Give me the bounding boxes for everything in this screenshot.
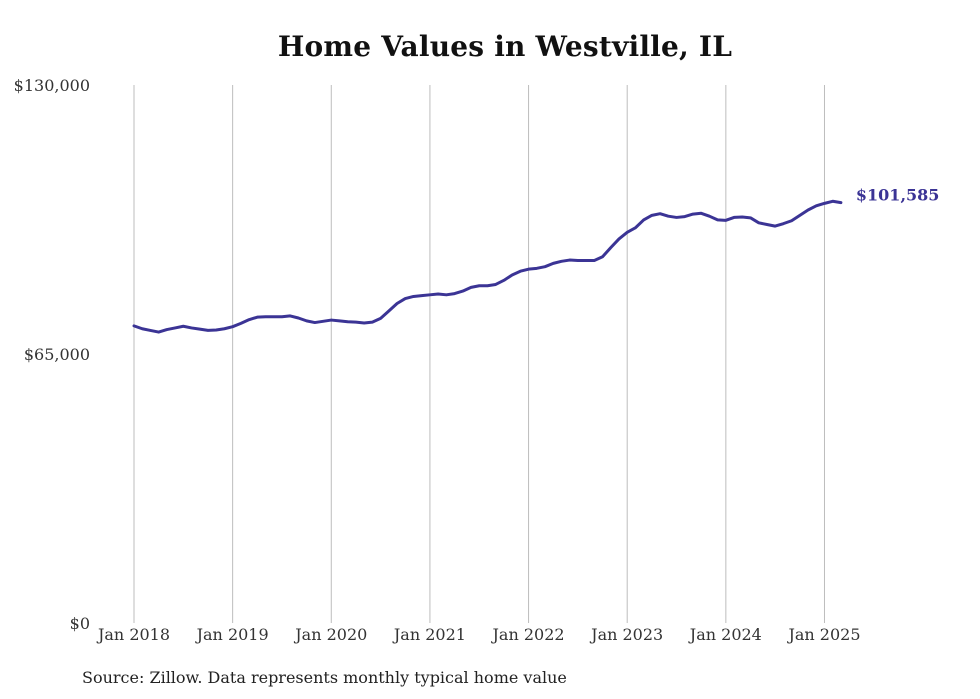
x-tick-label: Jan 2024 — [688, 625, 762, 644]
chart-title: Home Values in Westville, IL — [277, 30, 733, 63]
x-tick-label: Jan 2020 — [293, 625, 367, 644]
y-tick-label: $130,000 — [14, 76, 90, 95]
y-tick-label: $0 — [70, 614, 90, 633]
y-tick-label: $65,000 — [24, 345, 90, 364]
series-line — [132, 199, 843, 334]
x-tick-label: Jan 2023 — [589, 625, 663, 644]
y-axis: $0 $65,000 $130,000 — [14, 76, 90, 633]
x-tick-label: Jan 2021 — [392, 625, 466, 644]
series-layer: $101,585 — [132, 186, 940, 334]
x-tick-label: Jan 2022 — [491, 625, 565, 644]
x-tick-label: Jan 2018 — [96, 625, 170, 644]
end-value-label: $101,585 — [856, 186, 940, 205]
x-axis: Jan 2018 Jan 2019 Jan 2020 Jan 2021 Jan 2022… — [96, 625, 861, 644]
vertical-gridlines — [133, 85, 825, 623]
x-tick-label: Jan 2025 — [786, 625, 860, 644]
source-note: Source: Zillow. Data represents monthly … — [82, 668, 567, 687]
x-tick-label: Jan 2019 — [195, 625, 269, 644]
